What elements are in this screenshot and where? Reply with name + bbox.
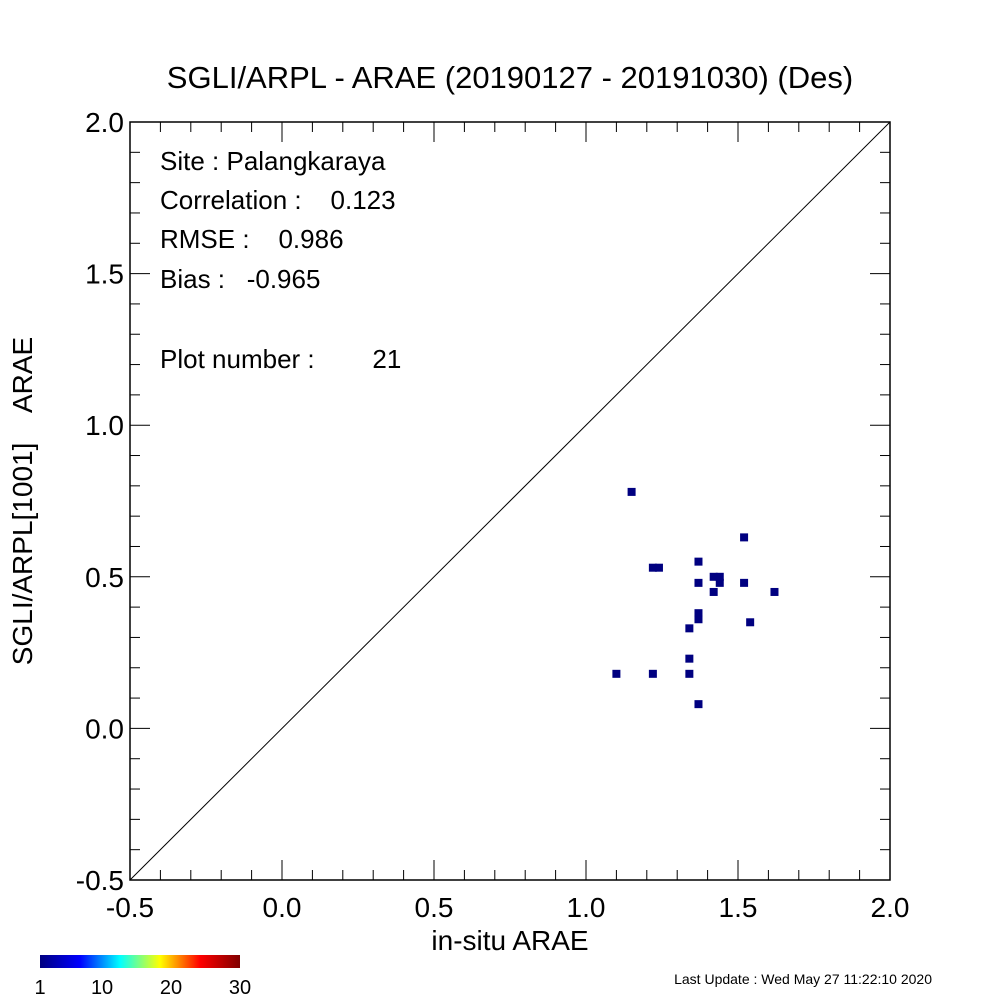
data-point xyxy=(648,563,657,572)
data-point xyxy=(694,615,703,624)
x-tick-label: 0.5 xyxy=(415,892,454,923)
data-point xyxy=(694,557,703,566)
data-points xyxy=(612,487,779,709)
annotation-bias: Bias : -0.965 xyxy=(160,264,320,294)
x-tick-label: 0.0 xyxy=(263,892,302,923)
data-point xyxy=(685,624,694,633)
annotation-plot-number: Plot number : 21 xyxy=(160,344,401,374)
data-point xyxy=(627,487,636,496)
data-point xyxy=(746,618,755,627)
annotation-rmse: RMSE : 0.986 xyxy=(160,224,344,254)
x-tick-label: -0.5 xyxy=(106,892,154,923)
last-update: Last Update : Wed May 27 11:22:10 2020 xyxy=(674,971,932,987)
data-point xyxy=(770,587,779,596)
chart-title: SGLI/ARPL - ARAE (20190127 - 20191030) (… xyxy=(167,60,853,95)
y-tick-label: 2.0 xyxy=(85,107,124,138)
data-point xyxy=(685,654,694,663)
tick-labels: -0.5 0.0 0.5 1.0 1.5 2.0 -0.5 0.0 0.5 1.0 1.5 2.0 xyxy=(76,107,910,923)
axis-ticks xyxy=(129,121,891,881)
data-point xyxy=(709,587,718,596)
one-to-one-line xyxy=(130,122,890,880)
colorbar-label: 20 xyxy=(160,977,182,999)
colorbar-labels: 1 10 20 30 xyxy=(34,977,251,999)
data-point xyxy=(654,563,663,572)
x-tick-label: 2.0 xyxy=(871,892,910,923)
y-tick-label: 0.0 xyxy=(85,713,124,744)
x-tick-label: 1.5 xyxy=(719,892,758,923)
data-point xyxy=(694,578,703,587)
data-point xyxy=(715,578,724,587)
annotation-correlation: Correlation : 0.123 xyxy=(160,185,396,215)
data-point xyxy=(612,669,621,678)
y-tick-label: 0.5 xyxy=(85,562,124,593)
data-point xyxy=(740,533,749,542)
colorbar-label: 10 xyxy=(91,977,113,999)
y-tick-label: -0.5 xyxy=(76,865,124,896)
data-point xyxy=(709,572,718,581)
data-point xyxy=(648,669,657,678)
y-axis-label: SGLI/ARPL[1001] ARAE xyxy=(7,337,38,665)
colorbar-label: 1 xyxy=(34,977,45,999)
x-tick-label: 1.0 xyxy=(567,892,606,923)
plot-frame xyxy=(129,121,891,881)
colorbar-label: 30 xyxy=(229,977,251,999)
annotation-site: Site : Palangkaraya xyxy=(160,146,386,176)
x-axis-label: in-situ ARAE xyxy=(431,925,588,956)
colorbar xyxy=(40,955,240,968)
data-point xyxy=(740,578,749,587)
data-point xyxy=(685,669,694,678)
data-point xyxy=(715,572,724,581)
y-tick-label: 1.5 xyxy=(85,259,124,290)
y-tick-label: 1.0 xyxy=(85,410,124,441)
data-point xyxy=(694,609,703,618)
data-point xyxy=(694,700,703,709)
